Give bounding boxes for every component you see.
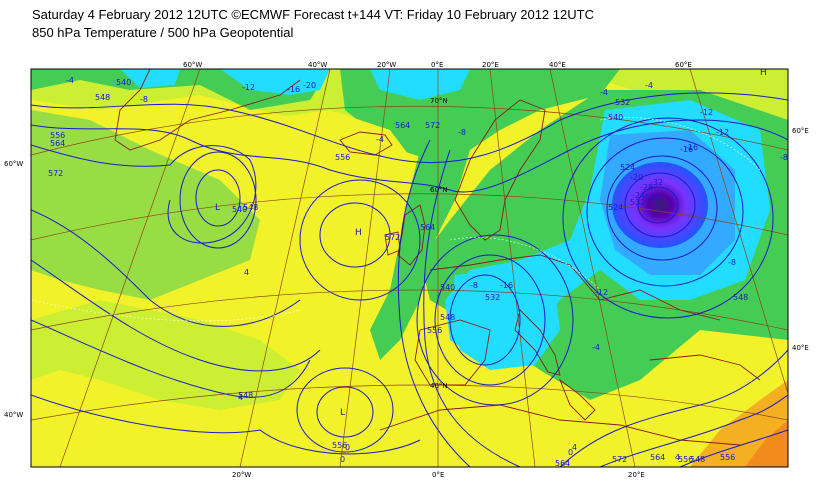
temp-label: -12 [242,83,255,92]
tick-right: 40°E [792,344,809,352]
high-marker: H [760,68,767,78]
gp-label: 516 [645,193,660,202]
tick-top: 60°W [183,61,202,69]
low-marker: L [215,203,220,213]
tick-left: 40°W [4,411,23,419]
temp-label: -8 [470,281,478,290]
gp-label: 556 [50,131,65,140]
gp-label: 548 [440,313,455,322]
temp-label: 4 [238,393,243,402]
temp-label: -24 [632,191,645,200]
gp-label: 556 [678,455,693,464]
geopotential-contours [31,92,788,467]
temp-label: 4 [572,443,577,452]
temp-label: -20 [303,81,316,90]
temp-label: -8 [780,153,788,162]
lat-labels: 70°N 60°N 40°N [430,97,448,390]
tick-top: 40°E [549,61,566,69]
gp-label: 548 [238,391,253,400]
gp-label: 524 [608,203,623,212]
gp-label: 548 [733,293,748,302]
gp-label: 572 [48,169,63,178]
gp-label: 564 [650,453,665,462]
temp-label: -32 [650,178,663,187]
temp-label: -4 [592,343,600,352]
gp-label: 548 [95,93,110,102]
temp-label: -16 [680,145,693,154]
temp-label: 4 [675,453,680,462]
gp-label: 564 [395,121,410,130]
tick-left: 60°W [4,160,23,168]
lat-label-70n: 70°N [430,97,448,105]
temp-label: -4 [376,135,384,144]
temperature-isolines [31,117,761,322]
map-frame [30,68,789,468]
gp-label: 572 [385,233,400,242]
temp-label: -8 [140,95,148,104]
gp-label: 564 [420,223,435,232]
temperature-field [31,69,788,467]
lat-label-40n: 40°N [430,382,448,390]
gp-label: 532 [630,198,645,207]
tick-bottom: 20°E [628,471,645,479]
gp-label: 564 [50,139,65,148]
temp-label: -20 [630,173,643,182]
title-line-2: 850 hPa Temperature / 500 hPa Geopotenti… [32,25,294,40]
tick-top: 20°E [482,61,499,69]
gp-label: 556 [427,326,442,335]
tick-top: 60°E [675,61,692,69]
temp-label: -12 [716,128,729,137]
gp-label: 572 [425,121,440,130]
gp-label: 532 [615,98,630,107]
pressure-centers: L H L L H [215,68,767,418]
temp-label: -12 [700,108,713,117]
temp-label: 0 [568,448,573,457]
tick-top: 0°E [431,61,443,69]
temp-label: -4 [66,76,74,85]
tick-right: 60°E [792,127,809,135]
gp-label: 540 [608,113,623,122]
gp-label: 572 [612,455,627,464]
gp-label: 548 [690,455,705,464]
gp-label: 556 [332,441,347,450]
temp-label: -16 [685,143,698,152]
gp-label: 540 [116,78,131,87]
temperature-labels: -4 -8 -12 -16 -20 -24 -28 -32 -16 -20 -1… [66,76,788,464]
temp-label: -16 [287,85,300,94]
temp-label: -8 [458,128,466,137]
gp-label: 540 [232,205,247,214]
title-line-1: Saturday 4 February 2012 12UTC ©ECMWF Fo… [32,7,594,22]
tick-top: 20°W [377,61,396,69]
lat-label-60n: 60°N [430,186,448,194]
gp-label: 556 [335,153,350,162]
tick-bottom: 0°E [432,471,444,479]
gp-label: 548 [243,203,258,212]
map-title: Saturday 4 February 2012 12UTC ©ECMWF Fo… [32,6,594,42]
temp-label: -16 [500,281,513,290]
temp-label: -4 [600,88,608,97]
temp-label: 0 [345,443,350,452]
temp-label: -28 [640,183,653,192]
temp-label: 4 [244,268,249,277]
tick-top: 40°W [308,61,327,69]
gp-label: 532 [485,293,500,302]
gp-label: 556 [720,453,735,462]
temp-label: -12 [595,288,608,297]
edge-ticks: 60°W 40°W 20°W 0°E 20°E 40°E 60°E 20°W 0… [4,61,809,479]
geopotential-labels: 540 548 556 564 572 548 540 532 524 516 … [48,78,748,468]
high-marker: H [355,228,362,238]
gp-label: 524 [620,163,635,172]
temp-label: -8 [728,258,736,267]
temp-label: 0 [340,455,345,464]
low-marker: L [655,203,660,213]
gp-label: 564 [555,459,570,468]
gp-label: 540 [440,283,455,292]
low-marker: L [340,408,345,418]
tick-bottom: 20°W [232,471,251,479]
temp-label: -4 [645,81,653,90]
